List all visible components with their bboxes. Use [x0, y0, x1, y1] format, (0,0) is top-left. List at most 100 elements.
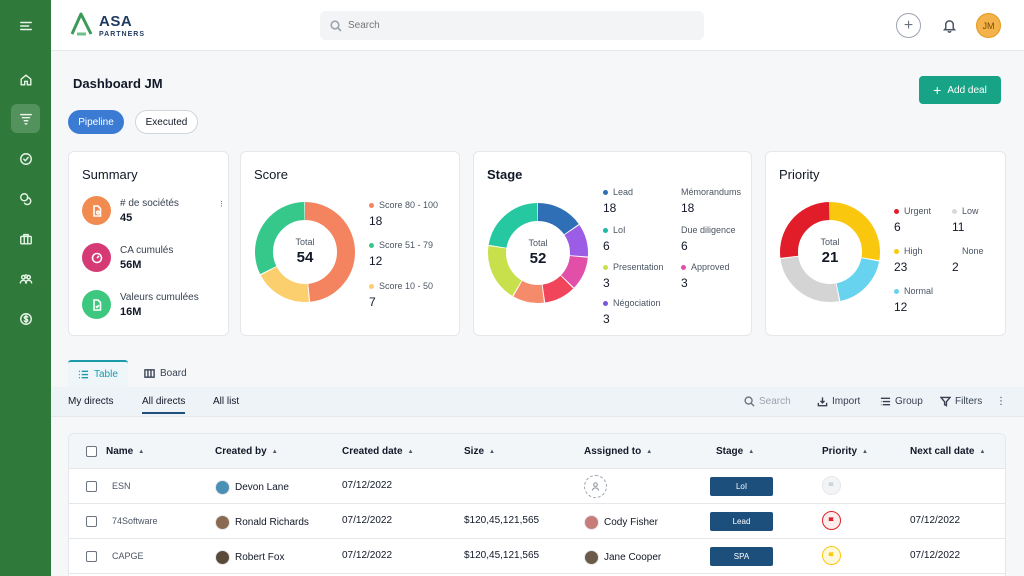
stage-tag[interactable]: Lead: [710, 512, 773, 531]
created-by-name: Ronald Richards: [235, 517, 309, 528]
avatar: [215, 550, 230, 565]
menu-icon[interactable]: [11, 11, 40, 40]
score-segment-2: [255, 202, 355, 302]
legend-value: 23: [894, 260, 908, 274]
tab-table[interactable]: Table: [68, 360, 128, 387]
avatar: [215, 480, 230, 495]
col-assigned-to[interactable]: Assigned to ▲: [584, 446, 652, 457]
filter-my-directs[interactable]: My directs: [68, 396, 114, 407]
filters-button[interactable]: Filters: [940, 396, 982, 407]
legend-item: Low 11: [952, 206, 979, 234]
score-card: Score Total 54 Score 80 - 100 18 Score 5…: [240, 151, 460, 336]
table-row[interactable]: ESN Devon Lane 07/12/2022 LoI: [69, 469, 1005, 504]
summary-label: CA cumulés: [120, 244, 174, 256]
priority-flag-high[interactable]: [822, 546, 841, 565]
col-size[interactable]: Size ▲: [464, 446, 495, 457]
col-stage[interactable]: Stage ▲: [716, 446, 754, 457]
legend-label: Urgent: [904, 206, 932, 216]
legend-label: Presentation: [613, 262, 664, 272]
table-row[interactable]: 74Software Ronald Richards 07/12/2022 $1…: [69, 504, 1005, 539]
sort-icon: ▲: [271, 448, 278, 455]
col-label: Assigned to: [584, 446, 642, 457]
deals-table: Name ▲ Created by ▲ Created date ▲ Size ▲ As…: [68, 433, 1006, 576]
tab-executed[interactable]: Executed: [135, 110, 198, 134]
group-button[interactable]: Group: [880, 396, 923, 407]
row-name[interactable]: CAPGE: [112, 551, 144, 561]
row-checkbox[interactable]: [86, 481, 97, 492]
table-search[interactable]: Search: [744, 396, 791, 407]
legend-dot: [894, 208, 899, 214]
dollar-icon[interactable]: [11, 304, 40, 333]
user-avatar[interactable]: JM: [976, 13, 1001, 38]
import-button[interactable]: Import: [817, 396, 860, 407]
table-search-placeholder: Search: [759, 396, 791, 407]
check-circle-icon[interactable]: [11, 144, 40, 173]
filter-all-directs[interactable]: All directs: [142, 396, 186, 414]
row-created-by: Devon Lane: [215, 480, 289, 495]
briefcase-icon[interactable]: [11, 224, 40, 253]
score-segment-0: [255, 202, 355, 302]
row-assigned-to[interactable]: Cody Fisher: [584, 515, 658, 530]
legend-value: 18: [603, 201, 617, 215]
col-label: Next call date: [910, 446, 975, 457]
legend-dot: [603, 227, 608, 233]
legend-label: Due diligence: [681, 225, 736, 235]
table-row[interactable]: CAPGE Robert Fox 07/12/2022 $120,45,121,…: [69, 539, 1005, 574]
legend-dot: [603, 189, 608, 195]
col-label: Size: [464, 446, 485, 457]
coins-icon[interactable]: [11, 184, 40, 213]
col-next-call-date[interactable]: Next call date ▲: [910, 446, 985, 457]
global-search-input[interactable]: [348, 20, 688, 31]
list-icon: [78, 370, 89, 379]
priority-flag-none[interactable]: [822, 476, 841, 495]
filter-icon[interactable]: [11, 104, 40, 133]
legend-item: Score 80 - 100 18: [369, 200, 438, 228]
home-icon[interactable]: [11, 65, 40, 94]
legend-label: Négociation: [613, 298, 661, 308]
stage-tag[interactable]: SPA: [710, 547, 773, 566]
tab-board[interactable]: Board: [134, 360, 197, 387]
legend-dot: [369, 283, 374, 289]
priority-total-value: 21: [821, 249, 839, 266]
stage-total-label: Total: [528, 238, 548, 248]
assign-user-button[interactable]: [584, 475, 607, 498]
legend-value: 6: [603, 239, 610, 253]
add-deal-button[interactable]: + Add deal: [919, 76, 1001, 104]
select-all-checkbox[interactable]: [86, 446, 97, 457]
legend-label: Score 80 - 100: [379, 200, 439, 210]
more-icon[interactable]: ⁝: [220, 199, 223, 209]
flag-icon: [828, 482, 834, 490]
priority-flag-urgent[interactable]: [822, 511, 841, 530]
create-button[interactable]: +: [896, 13, 921, 38]
legend-value: 2: [952, 260, 959, 274]
row-assigned-to[interactable]: Jane Cooper: [584, 550, 661, 565]
tab-pipeline[interactable]: Pipeline: [68, 110, 124, 134]
col-name[interactable]: Name ▲: [106, 446, 144, 457]
logo[interactable]: ASA PARTNERS: [69, 12, 145, 40]
sort-icon: ▲: [646, 448, 653, 455]
stage-tag[interactable]: LoI: [710, 477, 773, 496]
legend-dot: [894, 248, 899, 254]
asa-logo-icon: [69, 11, 95, 42]
plus-icon: +: [933, 82, 942, 98]
row-checkbox[interactable]: [86, 551, 97, 562]
row-name[interactable]: 74Software: [112, 516, 158, 526]
col-created-by[interactable]: Created by ▲: [215, 446, 278, 457]
users-icon[interactable]: [11, 264, 40, 293]
legend-dot: [952, 208, 957, 214]
notifications-button[interactable]: [939, 15, 959, 35]
filter-all-list[interactable]: All list: [213, 396, 240, 407]
col-priority[interactable]: Priority ▲: [822, 446, 868, 457]
more-options-icon[interactable]: ⋮: [996, 396, 1006, 407]
legend-label: Score 10 - 50: [379, 281, 434, 291]
search-icon: [744, 396, 755, 407]
col-label: Name: [106, 446, 134, 457]
global-search[interactable]: [320, 11, 704, 40]
legend-value: 12: [894, 300, 908, 314]
stage-donut-chart: [488, 203, 588, 303]
row-checkbox[interactable]: [86, 516, 97, 527]
legend-item: Score 51 - 79 12: [369, 240, 433, 268]
col-created-date[interactable]: Created date ▲: [342, 446, 414, 457]
stage-segment-1: [488, 203, 588, 303]
row-name[interactable]: ESN: [112, 481, 131, 491]
